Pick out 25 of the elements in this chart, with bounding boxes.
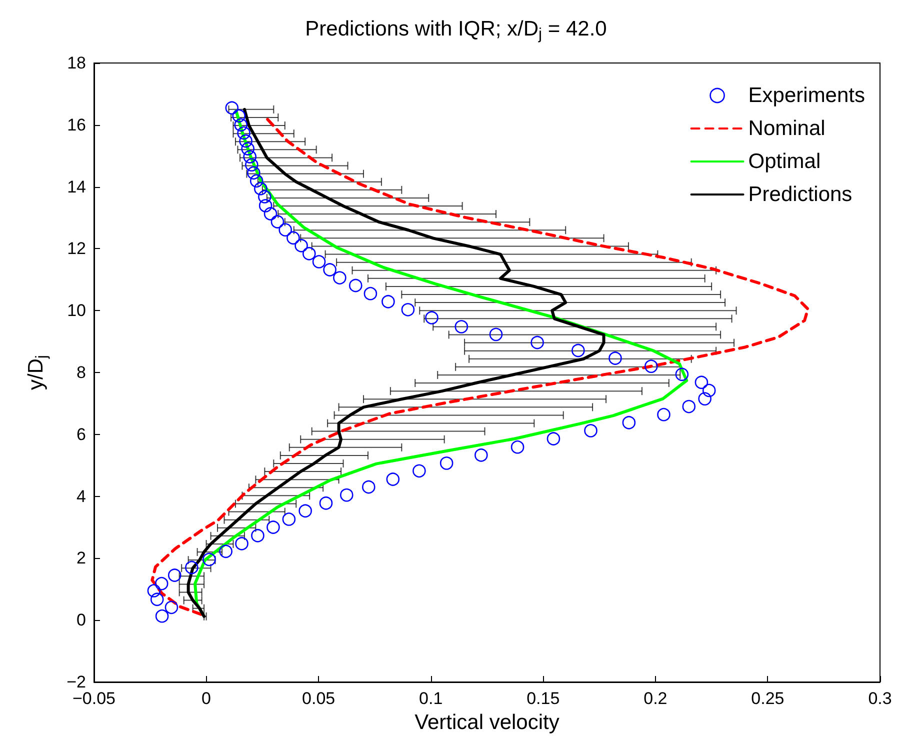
x-tick-label: 0	[202, 689, 212, 708]
x-tick-label: 0.15	[526, 689, 560, 708]
x-axis-title: Vertical velocity	[414, 711, 560, 734]
x-tick-label: 0.1	[419, 689, 443, 708]
x-tick-label: 0.25	[751, 689, 784, 708]
x-tick-label: −0.05	[72, 689, 116, 708]
y-tick-label: 2	[76, 548, 86, 568]
legend-label: Experiments	[748, 84, 866, 107]
x-tick-label: 0.3	[868, 689, 892, 708]
y-tick-label: 16	[67, 115, 86, 134]
y-tick-label: 14	[67, 177, 86, 196]
y-tick-label: −2	[66, 672, 86, 692]
y-tick-label: 10	[67, 301, 86, 320]
y-tick-label: 0	[76, 610, 86, 630]
legend-label: Optimal	[748, 150, 821, 173]
y-tick-label: 6	[76, 424, 86, 444]
y-tick-label: 4	[76, 486, 86, 506]
y-tick-label: 12	[67, 239, 86, 258]
legend-label: Nominal	[748, 117, 826, 140]
x-tick-label: 0.05	[302, 689, 336, 708]
y-tick-label: 8	[76, 363, 86, 382]
x-tick-label: 0.2	[644, 689, 668, 708]
y-tick-label: 18	[67, 54, 86, 72]
y-axis-title: y/Dj	[24, 355, 50, 390]
legend-label: Predictions	[748, 183, 852, 206]
